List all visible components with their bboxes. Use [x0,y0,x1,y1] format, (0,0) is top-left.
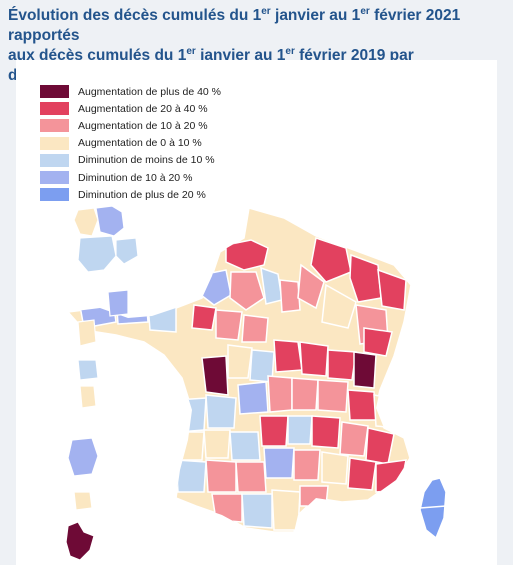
map-panel: Augmentation de plus de 40 % Augmentatio… [16,60,497,565]
department [310,237,352,283]
department [237,381,269,415]
department [279,279,301,313]
department [67,437,99,477]
legend-swatch [40,153,69,167]
legend: Augmentation de plus de 40 % Augmentatio… [40,83,221,203]
legend-item: Augmentation de plus de 40 % [40,83,221,100]
department [347,457,377,491]
department [201,355,229,396]
legend-item: Augmentation de 20 à 40 % [40,100,221,117]
department [297,263,325,310]
department [287,415,313,445]
legend-item: Augmentation de 10 à 20 % [40,117,221,134]
department [215,309,243,341]
department [347,389,377,421]
department [229,271,265,311]
department [229,431,261,461]
department [321,283,357,329]
department [235,461,267,493]
department [65,521,95,561]
france-department-map [65,205,447,561]
department [191,304,217,331]
legend-item: Augmentation de 0 à 10 % [40,135,221,152]
department [375,459,407,493]
department [299,341,329,377]
legend-swatch [40,188,69,202]
legend-item: Diminution de plus de 20 % [40,186,221,203]
department [77,359,99,381]
title-line-1: Évolution des décès cumulés du 1er janvi… [8,5,461,44]
department [73,207,99,237]
department [311,415,341,449]
department [349,253,382,303]
department [77,319,97,347]
department [95,205,125,237]
legend-item: Diminution de 10 à 20 % [40,169,221,186]
department [377,268,407,311]
legend-swatch [40,85,69,99]
department [321,451,349,485]
department [205,394,237,429]
department [225,239,269,271]
department [353,351,377,389]
department [327,349,357,381]
department [147,303,177,333]
department [227,344,253,379]
department [271,489,301,531]
department [267,375,293,413]
overseas-departments [65,205,139,561]
department [273,339,303,373]
department [203,429,231,459]
departments [77,237,407,531]
legend-swatch [40,119,69,133]
department [175,459,207,493]
department [241,314,269,343]
department [263,447,295,479]
legend-item: Diminution de moins de 10 % [40,152,221,169]
department [79,385,97,409]
department [107,289,129,317]
legend-swatch [40,171,69,185]
department [365,427,395,465]
department [115,237,139,265]
department [205,459,237,493]
legend-swatch [40,102,69,116]
department [317,379,349,413]
department [77,235,117,273]
department [73,491,93,511]
department [259,415,289,447]
department [291,377,319,411]
department [175,431,205,461]
corsica [419,477,447,540]
department-border [419,505,447,509]
department [339,421,369,457]
department [241,493,273,529]
department [363,327,393,357]
legend-swatch [40,136,69,150]
department [293,449,321,481]
department [299,485,329,507]
